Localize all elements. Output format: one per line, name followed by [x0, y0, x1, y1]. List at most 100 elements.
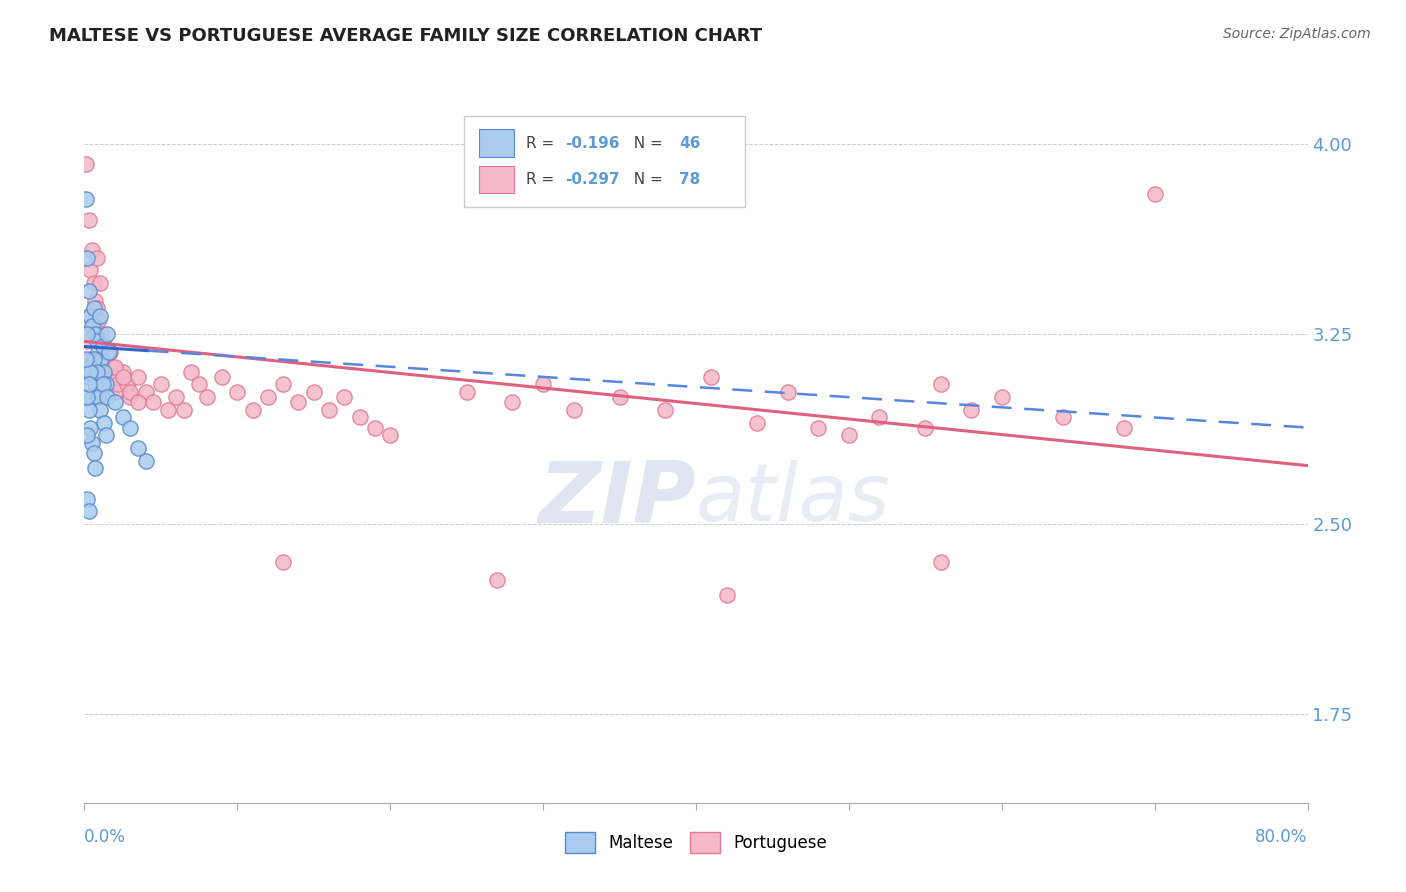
- Point: [86, 251, 108, 265]
- Point: [111, 370, 134, 384]
- Point: [79, 420, 101, 434]
- Point: [380, 428, 402, 442]
- Point: [93, 344, 115, 359]
- Point: [111, 365, 134, 379]
- Text: N =: N =: [624, 172, 668, 186]
- Point: [97, 377, 120, 392]
- Point: [242, 402, 264, 417]
- Point: [776, 385, 799, 400]
- Point: [79, 309, 101, 323]
- Point: [111, 410, 134, 425]
- Point: [107, 377, 129, 392]
- Text: 78: 78: [679, 172, 700, 186]
- Point: [79, 352, 101, 367]
- Point: [87, 314, 110, 328]
- Point: [76, 251, 98, 265]
- Point: [96, 390, 118, 404]
- Text: ZIP: ZIP: [538, 458, 696, 541]
- Point: [96, 365, 118, 379]
- Point: [257, 390, 280, 404]
- Text: MALTESE VS PORTUGUESE AVERAGE FAMILY SIZE CORRELATION CHART: MALTESE VS PORTUGUESE AVERAGE FAMILY SIZ…: [49, 27, 762, 45]
- Point: [86, 301, 108, 316]
- Point: [157, 402, 180, 417]
- Point: [86, 365, 108, 379]
- Point: [807, 420, 830, 434]
- Point: [79, 359, 101, 374]
- Point: [89, 276, 111, 290]
- Point: [333, 390, 356, 404]
- Point: [77, 212, 100, 227]
- Point: [142, 395, 165, 409]
- Point: [98, 344, 121, 359]
- Point: [83, 352, 105, 367]
- Point: [75, 157, 97, 171]
- Point: [104, 395, 127, 409]
- Point: [94, 377, 117, 392]
- Point: [89, 377, 111, 392]
- Point: [89, 402, 111, 417]
- Point: [929, 555, 952, 569]
- Bar: [479, 129, 513, 157]
- Point: [80, 243, 103, 257]
- Point: [76, 326, 98, 341]
- Point: [77, 309, 100, 323]
- Point: [93, 416, 115, 430]
- Text: -0.297: -0.297: [565, 172, 620, 186]
- Point: [87, 390, 110, 404]
- Point: [84, 461, 107, 475]
- Point: [127, 441, 149, 455]
- Point: [96, 344, 118, 359]
- Point: [115, 377, 138, 392]
- Point: [120, 390, 142, 404]
- Point: [302, 385, 325, 400]
- Point: [79, 263, 101, 277]
- Text: -0.196: -0.196: [565, 136, 620, 151]
- Text: 0.0%: 0.0%: [84, 828, 127, 847]
- Point: [364, 420, 387, 434]
- Point: [180, 365, 202, 379]
- Point: [91, 377, 114, 392]
- Point: [76, 334, 98, 349]
- Point: [77, 284, 100, 298]
- Point: [104, 385, 127, 400]
- Point: [195, 390, 218, 404]
- Point: [87, 344, 110, 359]
- Point: [84, 326, 107, 341]
- Point: [349, 410, 371, 425]
- Point: [90, 326, 112, 341]
- Point: [531, 377, 554, 392]
- Point: [914, 420, 936, 434]
- Point: [75, 352, 97, 367]
- Point: [87, 334, 110, 349]
- Point: [83, 446, 105, 460]
- Point: [76, 428, 98, 442]
- Point: [127, 395, 149, 409]
- Point: [502, 395, 524, 409]
- Text: 80.0%: 80.0%: [1256, 828, 1308, 847]
- Point: [211, 370, 233, 384]
- Point: [456, 385, 478, 400]
- Point: [120, 420, 142, 434]
- Point: [75, 193, 97, 207]
- Point: [960, 402, 983, 417]
- Point: [93, 365, 115, 379]
- Point: [83, 301, 105, 316]
- Text: atlas: atlas: [696, 460, 891, 539]
- Point: [747, 416, 769, 430]
- Point: [89, 309, 111, 323]
- Point: [96, 326, 118, 341]
- Point: [609, 390, 631, 404]
- Point: [1143, 187, 1166, 202]
- Text: R =: R =: [526, 136, 560, 151]
- Point: [76, 390, 98, 404]
- Point: [86, 334, 108, 349]
- Point: [135, 453, 157, 467]
- Point: [929, 377, 952, 392]
- Text: 46: 46: [679, 136, 700, 151]
- Text: N =: N =: [624, 136, 668, 151]
- Point: [1114, 420, 1136, 434]
- Point: [287, 395, 309, 409]
- Point: [97, 344, 120, 359]
- Point: [77, 370, 100, 384]
- Point: [226, 385, 249, 400]
